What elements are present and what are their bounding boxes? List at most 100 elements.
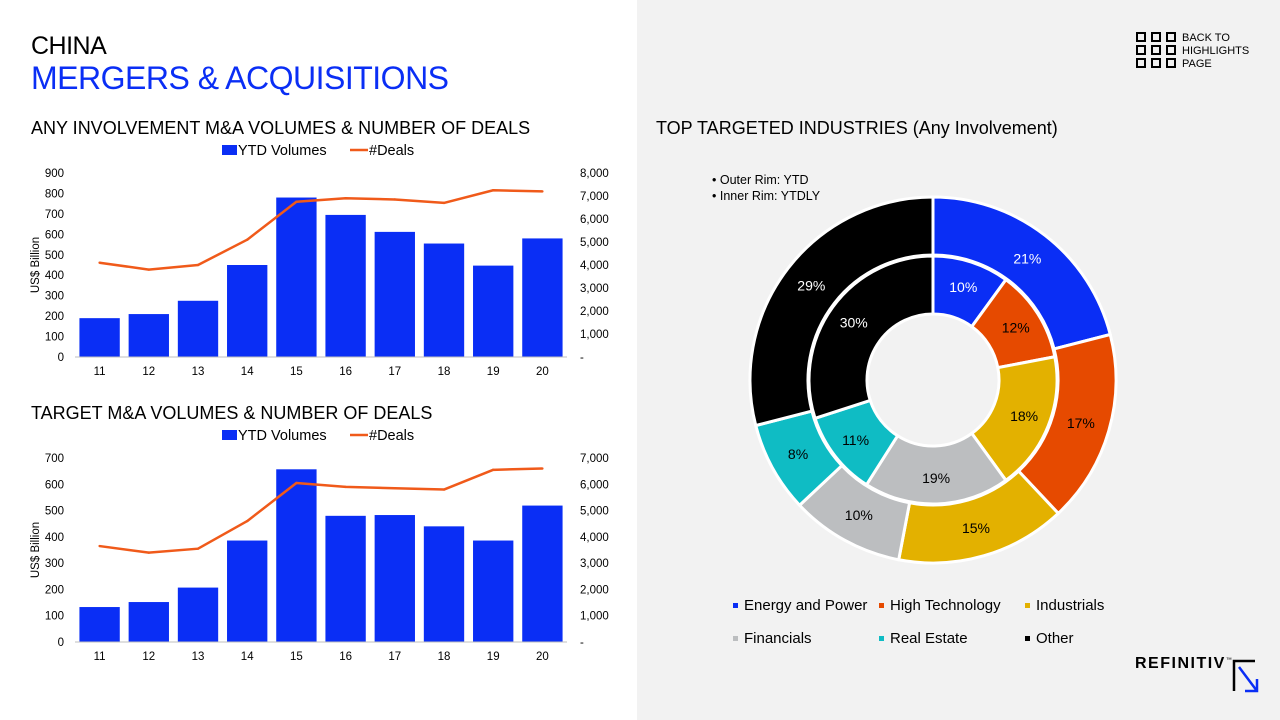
inner-slice-other: [807, 254, 935, 421]
x-tick-label: 15: [290, 651, 303, 663]
bar-15: [276, 469, 317, 642]
outer-label: 21%: [1013, 250, 1041, 266]
bar-17: [374, 231, 415, 357]
legend-bar-swatch: [222, 430, 237, 440]
y-tick-label: 900: [45, 168, 64, 180]
legend-realestate: Real Estate: [879, 630, 1025, 647]
y-tick-label: 200: [45, 311, 64, 323]
chart-top-industries: 21% 17% 15% 10% 8% 29% 10% 12% 18% 19% 11% 30%: [748, 195, 1118, 565]
outer-label: 15%: [962, 520, 990, 536]
x-tick-label: 15: [290, 366, 303, 378]
inner-label: 30%: [840, 314, 868, 330]
bar-20: [522, 238, 563, 357]
x-tick-label: 18: [438, 366, 451, 378]
bar-19: [473, 540, 514, 642]
x-tick-label: 11: [94, 366, 106, 378]
bar-16: [325, 515, 366, 642]
x-tick-label: 16: [339, 366, 352, 378]
x-tick-label: 20: [536, 651, 549, 663]
chart-legend: YTD Volumes #Deals: [222, 143, 414, 159]
x-tick-label: 16: [339, 651, 352, 663]
deals-line: [99, 467, 543, 554]
inner-label: 18%: [1010, 408, 1038, 424]
chart3-title: TOP TARGETED INDUSTRIES (Any Involvement…: [656, 118, 1058, 138]
bar-12: [128, 314, 169, 357]
bar-15: [276, 197, 317, 357]
y2-tick-label: 1,000: [580, 611, 609, 623]
bar-14: [227, 540, 268, 642]
bar-12: [128, 602, 169, 642]
deals-line: [99, 189, 543, 271]
bar-11: [79, 318, 120, 357]
y2-tick-label: 6,000: [580, 479, 609, 491]
y-tick-label: 200: [45, 584, 64, 596]
bar-16: [325, 214, 366, 357]
bar-11: [79, 607, 120, 642]
chart1-title: ANY INVOLVEMENT M&A VOLUMES & NUMBER OF …: [31, 118, 531, 138]
legend-bar-swatch: [222, 145, 237, 155]
bar-13: [177, 587, 219, 642]
y-tick-label: 100: [45, 611, 64, 623]
x-tick-label: 13: [192, 366, 205, 378]
refinitiv-logo: REFINITIV™: [1135, 655, 1261, 695]
y-axis-label: US$ Billion: [30, 522, 42, 578]
x-tick-label: 17: [388, 366, 401, 378]
bar-13: [177, 300, 219, 357]
x-tick-label: 19: [487, 651, 500, 663]
deals-point-14: [246, 238, 249, 241]
y2-tick-label: 4,000: [580, 260, 609, 272]
deals-point-17: [393, 487, 396, 490]
legend-bar-label: YTD Volumes: [238, 143, 327, 159]
legend-other-swatch: [1025, 636, 1030, 641]
brand-trademark: ™: [1225, 657, 1234, 664]
back-to-highlights-link[interactable]: BACK TO HIGHLIGHTS PAGE: [1136, 32, 1249, 71]
y-tick-label: 400: [45, 270, 64, 282]
y-tick-label: 500: [45, 506, 64, 518]
y-tick-label: 0: [58, 637, 64, 649]
x-tick-label: 17: [388, 651, 401, 663]
deals-point-20: [541, 190, 544, 193]
legend-bar-label: YTD Volumes: [238, 428, 327, 444]
legend-industrials-swatch: [1025, 603, 1030, 608]
inner-label: 10%: [949, 279, 977, 295]
deals-point-16: [344, 197, 347, 200]
deals-point-11: [98, 544, 101, 548]
legend-other: Other: [1025, 630, 1074, 647]
outer-label: 29%: [797, 278, 825, 294]
refinitiv-arrow-icon: [1233, 659, 1259, 693]
y2-tick-label: 7,000: [580, 191, 609, 203]
legend-financials-swatch: [733, 636, 738, 641]
deals-point-13: [196, 263, 200, 267]
y2-tick-label: 7,000: [580, 453, 609, 465]
y2-tick-label: 2,000: [580, 584, 609, 596]
legend-line-label: #Deals: [369, 428, 414, 444]
y-axis-label: US$ Billion: [30, 237, 42, 293]
x-tick-label: 18: [438, 651, 451, 663]
y-tick-label: 400: [45, 532, 64, 544]
inner-label: 12%: [1002, 319, 1030, 335]
y-tick-label: 600: [45, 479, 64, 491]
deals-point-19: [492, 189, 495, 192]
y-tick-label: 700: [45, 453, 64, 465]
back-link-label: BACK TO HIGHLIGHTS PAGE: [1182, 32, 1250, 70]
grid-icon: [1136, 32, 1180, 70]
page-title: MERGERS & ACQUISITIONS: [31, 60, 449, 96]
deals-point-11: [98, 261, 101, 264]
bar-18: [423, 243, 465, 357]
outer-label: 17%: [1067, 415, 1095, 431]
inner-rim-note: • Inner Rim: YTDLY: [712, 189, 821, 203]
x-tick-label: 20: [536, 366, 549, 378]
y-tick-label: 300: [45, 558, 64, 570]
deals-point-18: [442, 488, 446, 491]
deals-point-12: [147, 551, 150, 554]
outer-label: 8%: [788, 446, 808, 462]
bar-18: [423, 526, 465, 642]
deals-point-19: [492, 468, 495, 472]
deals-point-16: [344, 485, 347, 489]
legend-energy: Energy and Power: [733, 597, 879, 614]
inner-label: 11%: [842, 432, 869, 448]
y2-tick-label: -: [580, 352, 584, 364]
y2-tick-label: 2,000: [580, 306, 609, 318]
chart2-title: TARGET M&A VOLUMES & NUMBER OF DEALS: [31, 403, 433, 423]
deals-point-13: [196, 547, 200, 550]
